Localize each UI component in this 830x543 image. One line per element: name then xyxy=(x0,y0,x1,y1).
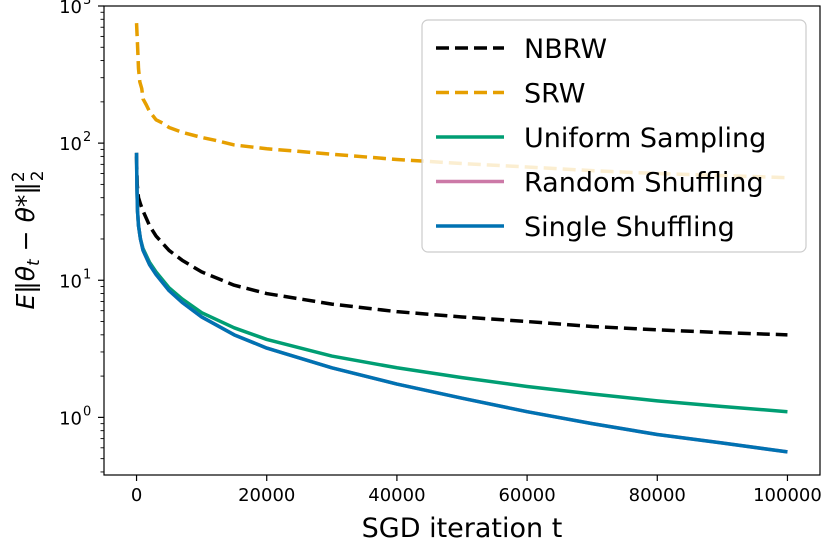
x-axis: 0 20000 40000 60000 80000 100000 xyxy=(131,475,822,506)
x-tick-label: 0 xyxy=(131,485,142,506)
y-tick-exponent: 0 xyxy=(83,404,91,419)
y-axis-label: E‖θt − θ*‖22 xyxy=(9,170,48,309)
legend-label: NBRW xyxy=(524,34,607,65)
x-tick-label: 60000 xyxy=(498,485,555,506)
series-line-single-shuffling xyxy=(134,152,788,454)
y-tick-label: 10 xyxy=(59,271,82,292)
legend-label: Single Shuffling xyxy=(524,212,735,243)
x-tick-label: 100000 xyxy=(753,485,822,506)
y-tick-label: 10 xyxy=(59,408,82,429)
y-tick-exponent: 1 xyxy=(83,267,91,282)
y-tick-label: 10 xyxy=(59,0,82,18)
x-tick-label: 20000 xyxy=(238,485,295,506)
series-line-nbrw xyxy=(134,156,788,337)
legend-label: Random Shuffling xyxy=(524,168,764,199)
legend-label: Uniform Sampling xyxy=(524,123,766,154)
legend-label: SRW xyxy=(524,79,586,110)
x-tick-label: 80000 xyxy=(629,485,686,506)
y-tick-exponent: 3 xyxy=(83,0,91,8)
y-tick-label: 10 xyxy=(59,134,82,155)
x-tick-label: 40000 xyxy=(368,485,425,506)
x-axis-label: SGD iteration t xyxy=(362,513,563,543)
plot-frame xyxy=(103,5,821,476)
legend: NBRW SRW Uniform Sampling Random Shuffling S… xyxy=(421,19,807,253)
y-tick-exponent: 2 xyxy=(83,130,91,145)
legend-box xyxy=(421,19,807,253)
